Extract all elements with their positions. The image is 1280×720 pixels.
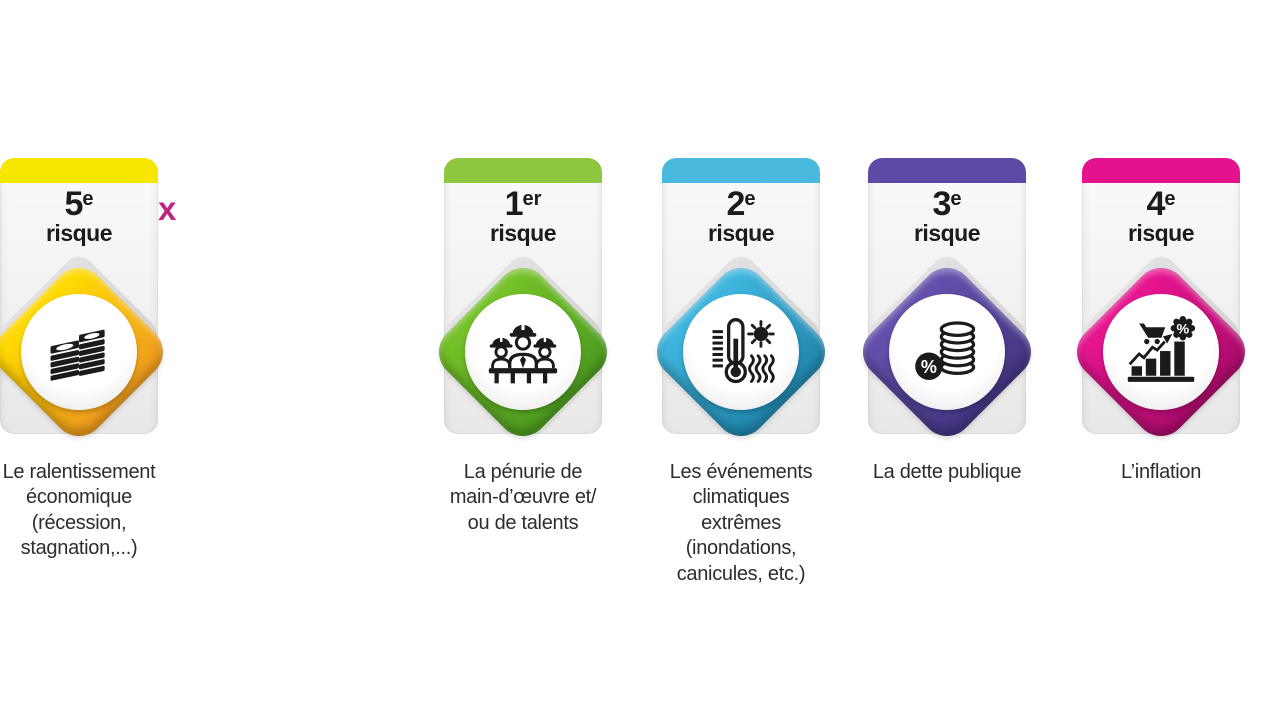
risk-rank-word: risque (707, 220, 775, 246)
risk-card-4: 4e risque (1066, 158, 1256, 483)
risk-rank: 4e (1082, 187, 1240, 221)
risk-rank: 5e (0, 187, 158, 221)
risk-caption: Le ralentissement économique (récession,… (2, 461, 156, 560)
extreme-climate-icon (712, 318, 775, 384)
risk-rank: 3e (868, 187, 1026, 221)
public-debt-coins-icon: % (915, 321, 976, 381)
rank-ordinal-suffix: e (82, 188, 94, 210)
risk-icon-circle (683, 294, 799, 410)
risk-icon-circle: % (1103, 294, 1219, 410)
risk-card-2: 2e risque (646, 158, 836, 585)
rank-number: 4 (1146, 185, 1165, 223)
risk-caption: L’inflation (1120, 461, 1202, 483)
percent-glyph: % (921, 357, 937, 377)
risk-rank-word: risque (1127, 220, 1195, 246)
rank-number: 3 (932, 185, 951, 223)
rank-ordinal-suffix: e (1164, 188, 1176, 210)
risk-rank: 1er (444, 187, 602, 221)
risk-caption: La pénurie de main-d’œuvre et/ ou de tal… (449, 461, 597, 534)
rank-ordinal-suffix: e (950, 188, 962, 210)
construction-workers-icon (488, 324, 558, 384)
risk-caption: La dette publique (872, 461, 1022, 483)
risk-rank: 2e (662, 187, 820, 221)
risk-rank-word: risque (913, 220, 981, 246)
rank-number: 2 (726, 185, 745, 223)
percent-glyph: % (1177, 321, 1190, 337)
risk-card-1: 1er risque (428, 158, 618, 534)
rank-number: 5 (64, 185, 83, 223)
rank-number: 1 (504, 185, 524, 223)
risk-card-topbar (868, 158, 1026, 183)
risk-card-topbar (1082, 158, 1240, 183)
risk-icon-circle (465, 294, 581, 410)
risk-card-3: 3e risque % La dette publique (852, 158, 1042, 483)
rank-ordinal-suffix: er (522, 188, 542, 210)
rank-ordinal-suffix: e (744, 188, 756, 210)
risk-caption: Les événements climatiques extrêmes (ino… (669, 461, 813, 585)
risk-card-5: 5e risque (0, 158, 174, 559)
risk-card-topbar (444, 158, 602, 183)
risk-icon-circle: % (889, 294, 1005, 410)
inflation-chart-icon: % (1127, 315, 1196, 382)
risk-card-topbar (662, 158, 820, 183)
banknote-stacks-icon (50, 329, 105, 381)
risk-card-topbar (0, 158, 158, 183)
risk-icon-circle (21, 294, 137, 410)
risk-rank-word: risque (45, 220, 113, 246)
risk-rank-word: risque (489, 220, 557, 246)
